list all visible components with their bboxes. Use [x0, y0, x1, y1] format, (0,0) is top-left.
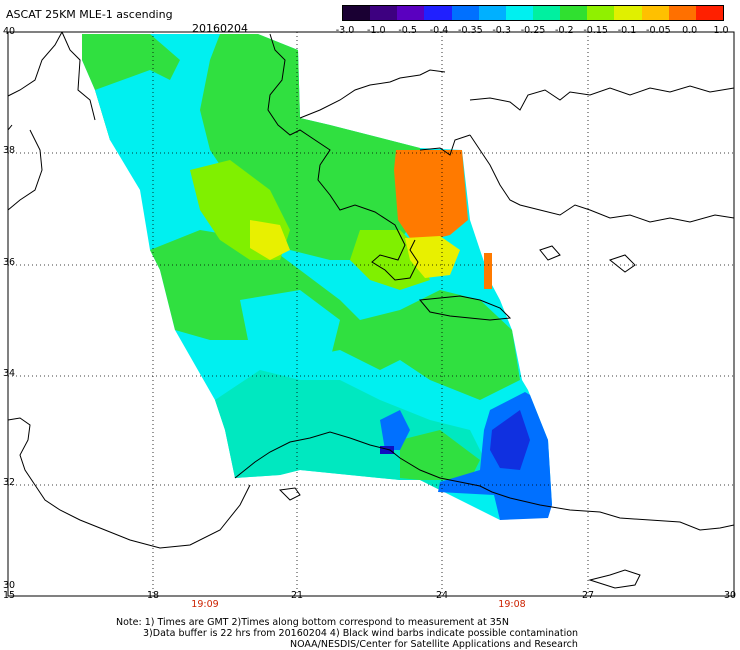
swath-cyan-west — [95, 70, 200, 170]
island-1 — [278, 487, 301, 501]
libya-coast — [234, 431, 735, 531]
color-scale-segment — [451, 6, 479, 20]
island-3 — [608, 254, 636, 273]
italy-coast — [7, 31, 96, 211]
lat-label-32: 32 — [3, 477, 16, 488]
turkey-coast — [469, 85, 735, 223]
footer-note-3: NOAA/NESDIS/Center for Satellite Applica… — [290, 639, 578, 650]
color-scale-segment — [532, 6, 561, 20]
color-scale-segment — [505, 6, 533, 20]
sicily-coast — [7, 124, 13, 131]
graticule — [8, 32, 734, 596]
time-label-west: 19:09 — [191, 599, 219, 610]
color-scale-segment — [370, 6, 398, 20]
coastlines — [7, 31, 735, 589]
color-scale-tick-label: -1.0 — [367, 25, 386, 36]
color-scale-tick-label: -3.0 — [335, 25, 355, 36]
lat-label-34: 34 — [3, 368, 16, 379]
color-scale-tick-label: -0.35 — [458, 25, 483, 36]
color-scale-segment — [343, 6, 371, 20]
island-2 — [588, 569, 641, 589]
lon-label-30: 30 — [723, 590, 737, 601]
color-scale-tick-label: -0.4 — [429, 25, 449, 36]
color-scale-segment — [587, 6, 615, 20]
color-scale-tick-label: -0.1 — [617, 25, 637, 36]
color-scale-segment — [668, 6, 696, 20]
color-scale-tick-label: 0.0 — [682, 25, 698, 36]
color-scale-tick-label: -0.05 — [646, 25, 671, 36]
swath-orange-strip — [484, 253, 492, 289]
swath-green-central — [150, 230, 520, 400]
footer-note-2: 3)Data buffer is 22 hrs from 20160204 4)… — [143, 628, 579, 639]
lat-label-30: 30 — [3, 580, 16, 591]
crete-coast — [419, 295, 512, 321]
color-scale-segment — [614, 6, 642, 20]
color-scale-tick-label: -0.5 — [398, 25, 417, 36]
color-scale-tick-label: -0.3 — [492, 25, 511, 36]
color-scale-labels: -3.0 -1.0 -0.5 -0.4 -0.35 -0.3 -0.25 -0.2 -0.15-… — [330, 25, 740, 39]
color-scale-segment — [478, 6, 506, 20]
swath-cyan-mid — [240, 290, 340, 370]
island-4 — [539, 245, 561, 261]
swath-darkblue-spot — [380, 446, 394, 454]
swath-orange-aegean — [394, 150, 468, 240]
lat-label-38: 38 — [3, 145, 16, 156]
lat-label-40: 40 — [3, 26, 16, 37]
color-scale-bar — [342, 5, 724, 21]
swath-green-south — [400, 430, 480, 480]
product-title: ASCAT 25KM MLE-1 ascending — [6, 8, 173, 21]
color-scale-segment — [695, 6, 723, 20]
swath-field — [82, 34, 552, 520]
lon-label-18: 18 — [146, 590, 160, 601]
map-frame — [7, 31, 735, 597]
footer-note-1: Note: 1) Times are GMT 2)Times along bot… — [116, 617, 509, 628]
color-scale-segment — [560, 6, 588, 20]
swath-darkblue-se — [490, 410, 530, 470]
color-scale-tick-label: 1.0 — [713, 25, 729, 36]
color-scale-segment — [641, 6, 669, 20]
lon-label-24: 24 — [435, 590, 449, 601]
color-scale-segment — [397, 6, 425, 20]
color-scale-segment — [424, 6, 452, 20]
balkan-coast — [267, 33, 471, 281]
lon-label-15: 15 — [2, 590, 16, 601]
lon-label-21: 21 — [290, 590, 304, 601]
swath-yellow-1 — [250, 220, 290, 260]
lon-label-27: 27 — [581, 590, 595, 601]
color-scale-tick-label: -0.25 — [520, 25, 546, 36]
tunisia-coast — [7, 417, 251, 549]
swath-blue-central — [380, 410, 410, 450]
time-label-east: 19:08 — [498, 599, 526, 610]
swath-yellow-aegean — [405, 236, 460, 278]
lat-label-36: 36 — [3, 257, 16, 268]
color-scale-tick-label: -0.2 — [555, 25, 574, 36]
color-scale-tick-label: -0.15 — [583, 25, 608, 36]
